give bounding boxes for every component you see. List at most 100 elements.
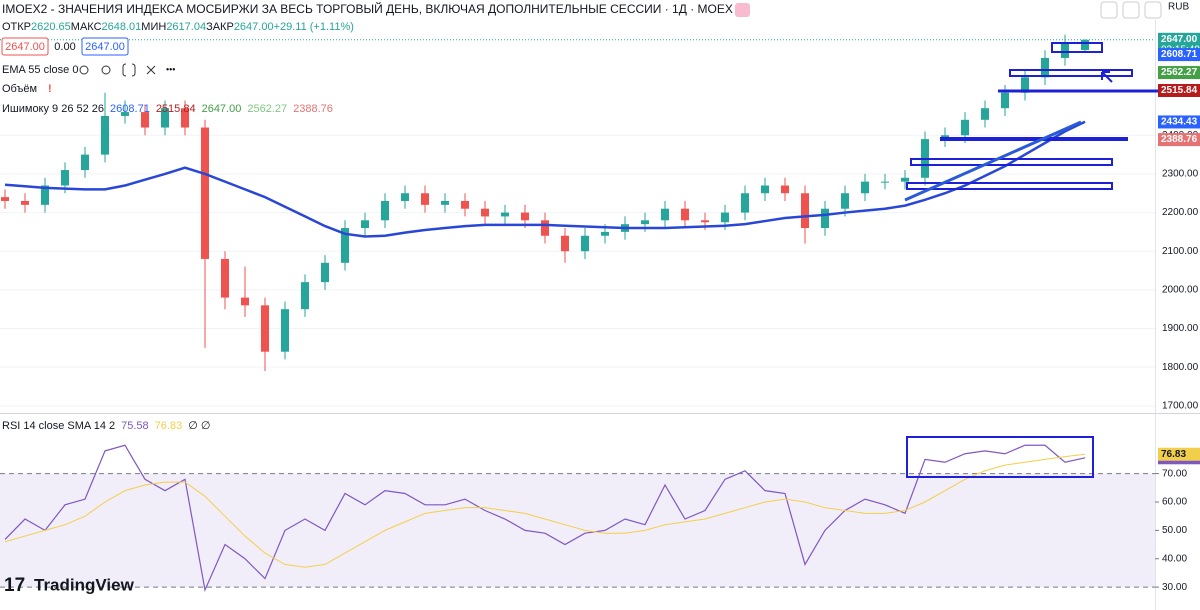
candle-body — [441, 200, 449, 205]
volume-legend: Объём — [2, 83, 37, 95]
y-tick-label: 1900.00 — [1162, 323, 1199, 334]
legend-value: 75.58 — [121, 420, 149, 432]
price-badge — [1158, 83, 1200, 97]
price-badge — [1158, 66, 1200, 80]
candle-body — [841, 193, 849, 209]
settings-icon[interactable] — [101, 65, 111, 75]
value-badge — [1158, 447, 1200, 461]
legend-value: 2562.27 — [247, 103, 287, 115]
y-tick-label: 2000.00 — [1162, 285, 1199, 296]
candle-body — [661, 208, 669, 221]
y-tick-label: 2100.00 — [1162, 246, 1199, 257]
y-tick-label: 70.00 — [1162, 468, 1187, 479]
candle-body — [641, 220, 649, 225]
y-tick-label: 1700.00 — [1162, 400, 1199, 411]
candle-body — [21, 200, 29, 205]
drawn-rectangle — [906, 436, 1094, 478]
candle-body — [501, 212, 509, 217]
drawn-rectangle — [910, 158, 1113, 166]
ohlc-label: ОТКР — [2, 21, 31, 33]
candle-body — [581, 235, 589, 252]
marks-layer — [1, 34, 1089, 592]
candle-body — [61, 170, 69, 186]
candle-body — [541, 220, 549, 236]
legend-value: 2608.71 — [110, 103, 150, 115]
candle-body — [1, 197, 9, 201]
price-badge-label: 2434.43 — [1161, 117, 1198, 128]
eye-icon[interactable] — [79, 65, 89, 75]
legend-name: Ишимоку 9 26 52 26 — [2, 103, 104, 115]
candle-body — [961, 119, 969, 136]
candle-body — [981, 108, 989, 120]
candle-body — [861, 181, 869, 194]
remove-icon[interactable] — [146, 65, 156, 75]
ohlc-label: МИН — [141, 21, 166, 33]
buy-box[interactable] — [81, 37, 129, 56]
user-drawings — [904, 42, 1160, 478]
logo-mark: 17 — [4, 575, 25, 596]
price-badge — [1158, 48, 1200, 62]
source-icon[interactable] — [122, 63, 136, 77]
y-tick-label: 2200.00 — [1162, 207, 1199, 218]
snapshot-button[interactable] — [1122, 1, 1140, 19]
drawn-rectangle — [1009, 69, 1133, 77]
candle-body — [241, 297, 249, 306]
candle-body — [181, 108, 189, 128]
currency[interactable]: RUB — [1168, 2, 1189, 13]
symbol-title: IMOEX2 - ЗНАЧЕНИЯ ИНДЕКСА МОСБИРЖИ ЗА ВЕ… — [2, 1, 733, 16]
candle-body — [461, 200, 469, 209]
candle-body — [781, 185, 789, 194]
drawn-rectangle — [906, 182, 1113, 190]
drawn-rectangle — [1051, 42, 1103, 53]
header-bar — [0, 0, 1200, 20]
legend-icons — [79, 63, 156, 77]
candle-body — [701, 220, 709, 223]
candle-body — [101, 115, 109, 155]
price-badge-label: 2647.00 — [1161, 34, 1198, 45]
branding: TradingView — [34, 575, 135, 594]
spread: 0.00 — [54, 41, 75, 53]
y-tick-label: 30.00 — [1162, 582, 1187, 593]
candle-body — [141, 112, 149, 128]
rsi-line — [4, 444, 1086, 592]
price-badge-label: 2515.84 — [1161, 85, 1198, 96]
legend-value: 76.83 — [155, 420, 183, 432]
ohlc-label: ЗАКР — [206, 21, 234, 33]
ohlc-value: 2648.01 — [102, 21, 142, 33]
candle-body — [721, 212, 729, 223]
sell-price[interactable]: 2647.00 — [5, 41, 45, 53]
alert-icon[interactable] — [735, 3, 750, 17]
fullscreen-button[interactable] — [1144, 1, 1162, 19]
candle-body — [221, 258, 229, 298]
candle-body — [681, 208, 689, 221]
candle-body — [421, 193, 429, 205]
candle-body — [301, 282, 309, 310]
rsi-legend: RSI 14 close SMA 14 2 75.58 76.83 ∅ ∅ — [2, 420, 210, 432]
candle-body — [1081, 39, 1089, 50]
price-change: +29.11 (+1.11%) — [274, 21, 354, 33]
y-tick-label: 2300.00 — [1162, 169, 1199, 180]
ohlc-label: МАКС — [71, 21, 102, 33]
axis-layer: 1700.00 1800.00 1900.00 2000.00 2100.00 2200.… — [1158, 32, 1200, 593]
candle-body — [261, 305, 269, 352]
value-badge-label: 76.83 — [1161, 449, 1186, 460]
sell-box[interactable] — [1, 37, 49, 56]
ohlc-value: 2617.04 — [166, 21, 206, 33]
scroll-button[interactable] — [1100, 1, 1118, 19]
candle-body — [161, 108, 169, 128]
candle-body — [341, 228, 349, 263]
candle-body — [601, 231, 609, 236]
candle-body — [521, 212, 529, 221]
candle-body — [761, 185, 769, 194]
candle-body — [381, 200, 389, 221]
more-icon[interactable]: ••• — [166, 64, 175, 74]
buy-price[interactable]: 2647.00 — [85, 41, 125, 53]
drawn-trendline — [904, 120, 1082, 202]
ohlc-value: 2620.65 — [31, 21, 71, 33]
ohlc-row: ОТКР2620.65МАКС2648.01МИН2617.04ЗАКР2647… — [2, 21, 354, 33]
legend-extra: ∅ ∅ — [188, 420, 210, 432]
candle-body — [481, 208, 489, 217]
